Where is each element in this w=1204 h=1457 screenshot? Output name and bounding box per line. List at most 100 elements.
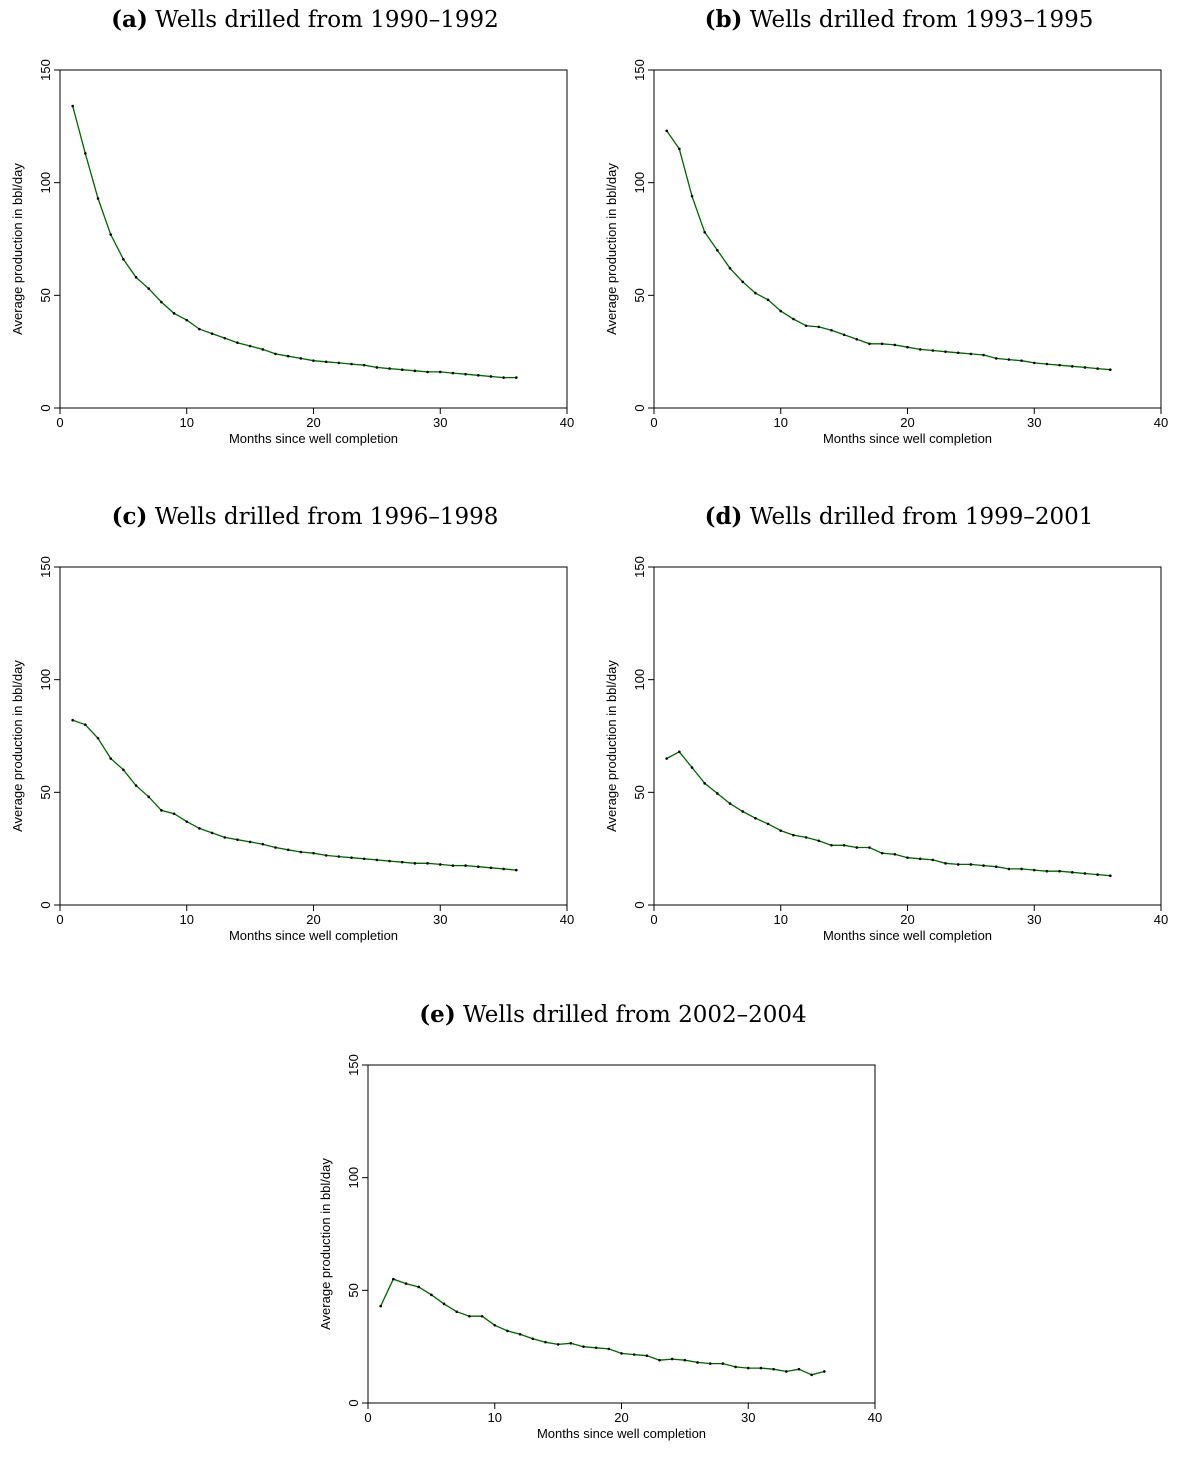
y-tick-label: 0 — [38, 901, 53, 908]
data-point — [480, 1314, 484, 1318]
x-axis-label: Months since well completion — [229, 928, 398, 943]
data-point — [1007, 867, 1011, 871]
x-tick-label: 0 — [56, 415, 63, 430]
data-point — [84, 152, 87, 155]
data-point — [413, 862, 417, 865]
data-point — [506, 1329, 509, 1333]
data-point — [489, 375, 493, 378]
data-point — [109, 233, 112, 236]
y-axis-label: Average production in bbl/day — [604, 660, 619, 832]
data-point — [944, 862, 947, 865]
x-tick-label: 10 — [180, 415, 194, 430]
data-point — [476, 865, 480, 868]
x-axis-label: Months since well completion — [229, 431, 398, 446]
data-point — [696, 1361, 699, 1364]
line-chart: 0 10 20 30 40 0 50 100 150 Months since well comp… — [10, 59, 574, 446]
x-tick-label: 10 — [774, 415, 788, 430]
data-point — [855, 337, 859, 341]
y-tick-label: 50 — [632, 785, 647, 799]
data-point — [594, 1346, 598, 1350]
data-point — [417, 1285, 420, 1289]
data-point — [96, 197, 100, 200]
panel-label: (e) — [419, 1001, 456, 1028]
x-axis-label: Months since well completion — [537, 1426, 706, 1441]
data-point — [134, 276, 138, 279]
data-point — [109, 757, 112, 760]
data-point — [172, 812, 176, 816]
data-point — [362, 857, 366, 861]
data-point — [274, 846, 277, 849]
data-point — [931, 349, 935, 352]
x-tick-label: 30 — [1027, 415, 1041, 430]
panel-d: (d) Wells drilled from 1999–2001 0 10 20 30… — [604, 497, 1194, 957]
data-point — [324, 854, 328, 857]
data-point — [868, 342, 871, 346]
data-point — [274, 352, 277, 356]
data-point — [830, 843, 833, 847]
panel-title: Wells drilled from 2002–2004 — [463, 1002, 807, 1028]
data-point — [392, 1277, 395, 1281]
data-point — [379, 1304, 382, 1308]
data-point — [223, 336, 227, 340]
data-point — [337, 855, 341, 858]
data-point — [969, 352, 973, 356]
data-point — [544, 1340, 547, 1344]
x-tick-label: 0 — [364, 1410, 371, 1425]
x-tick-label: 0 — [650, 415, 657, 430]
data-point — [172, 312, 176, 315]
data-point — [515, 376, 518, 379]
y-tick-label: 50 — [632, 288, 647, 302]
plot-frame — [59, 69, 568, 409]
data-point — [956, 351, 960, 355]
data-point — [779, 309, 783, 313]
data-point — [607, 1347, 611, 1351]
data-point — [1070, 365, 1074, 368]
data-point — [906, 856, 909, 859]
data-point — [147, 287, 151, 290]
panel-caption: (e) Wells drilled from 2002–2004 — [318, 1001, 908, 1028]
data-point — [261, 842, 265, 846]
data-point — [759, 1366, 763, 1370]
panel-label: (a) — [111, 6, 148, 33]
panel-caption: (d) Wells drilled from 1999–2001 — [604, 503, 1194, 530]
x-tick-label: 20 — [900, 415, 914, 430]
data-point — [792, 833, 795, 837]
data-point — [797, 1367, 801, 1371]
data-point — [71, 718, 74, 722]
x-tick-label: 20 — [306, 415, 320, 430]
data-point — [817, 325, 821, 329]
data-point — [350, 362, 353, 366]
data-point — [1058, 363, 1061, 367]
data-point — [754, 291, 757, 295]
data-point — [502, 376, 505, 379]
x-tick-label: 30 — [741, 1410, 755, 1425]
data-point — [784, 1370, 788, 1373]
x-tick-label: 40 — [868, 1410, 882, 1425]
data-point — [489, 866, 493, 870]
data-point — [468, 1314, 471, 1318]
data-point — [728, 802, 732, 805]
data-point — [842, 843, 846, 847]
data-point — [426, 862, 429, 865]
data-point — [464, 864, 467, 867]
y-tick-label: 0 — [346, 1399, 361, 1406]
data-point — [678, 750, 681, 754]
x-tick-label: 40 — [560, 912, 574, 927]
data-point — [350, 856, 353, 859]
data-point — [236, 341, 239, 344]
data-point — [185, 318, 189, 322]
data-point — [96, 736, 100, 740]
y-tick-label: 150 — [632, 556, 647, 578]
data-point — [413, 369, 417, 373]
data-point — [880, 342, 884, 346]
data-point — [375, 858, 379, 862]
x-tick-label: 40 — [1154, 912, 1168, 927]
x-axis-label: Months since well completion — [823, 431, 992, 446]
data-point — [1007, 358, 1011, 361]
y-tick-label: 50 — [38, 288, 53, 302]
x-tick-label: 30 — [1027, 912, 1041, 927]
x-tick-label: 30 — [433, 415, 447, 430]
panel-title: Wells drilled from 1999–2001 — [749, 504, 1094, 530]
data-point — [1045, 869, 1049, 873]
data-point — [944, 350, 947, 353]
